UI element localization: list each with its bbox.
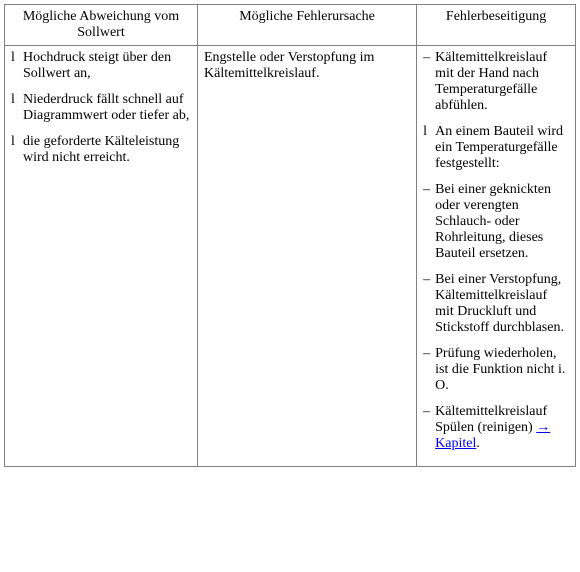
- bullet-dash: –: [423, 346, 435, 362]
- bullet-l: l: [423, 124, 435, 140]
- header-col1: Mögliche Abweichung vom Sollwert: [5, 5, 198, 46]
- deviation-item: l Niederdruck fällt schnell auf Diagramm…: [11, 92, 191, 124]
- link-suffix: .: [476, 436, 480, 451]
- cell-cause: Engstelle oder Verstopfung im Kältemitte…: [198, 46, 417, 467]
- remedy-item: l An einem Bauteil wird ein Temperaturge…: [423, 124, 569, 172]
- cause-text: Engstelle oder Verstopfung im Kältemitte…: [204, 50, 374, 81]
- bullet-dash: –: [423, 272, 435, 288]
- deviation-text: die geforderte Kälteleistung wird nicht …: [23, 134, 191, 166]
- remedy-item: – Prüfung wiederholen, ist die Funktion …: [423, 346, 569, 394]
- deviation-text: Hochdruck steigt über den Sollwert an,: [23, 50, 191, 82]
- remedy-item: – Bei einer geknickten oder verengten Sc…: [423, 182, 569, 262]
- bullet-dash: –: [423, 404, 435, 420]
- remedy-item: – Kältemittelkreislauf Spülen (reinigen)…: [423, 404, 569, 452]
- bullet-l: l: [11, 92, 23, 108]
- remedy-item: – Kältemittelkreislauf mit der Hand nach…: [423, 50, 569, 114]
- remedy-text: Kältemittelkreislauf mit der Hand nach T…: [435, 50, 569, 114]
- header-col3: Fehlerbeseitigung: [417, 5, 576, 46]
- cell-deviation: l Hochdruck steigt über den Sollwert an,…: [5, 46, 198, 467]
- deviation-item: l Hochdruck steigt über den Sollwert an,: [11, 50, 191, 82]
- data-row: l Hochdruck steigt über den Sollwert an,…: [5, 46, 576, 467]
- header-row: Mögliche Abweichung vom Sollwert Möglich…: [5, 5, 576, 46]
- remedy-text: Bei einer geknickten oder verengten Schl…: [435, 182, 569, 262]
- bullet-dash: –: [423, 182, 435, 198]
- remedy-text: An einem Bauteil wird ein Temperaturgefä…: [435, 124, 569, 172]
- remedy-text: Bei einer Verstopfung, Kältemittelkreisl…: [435, 272, 569, 336]
- remedy-text: Kältemittelkreislauf Spülen (reinigen): [435, 404, 547, 435]
- bullet-l: l: [11, 134, 23, 150]
- deviation-text: Niederdruck fällt schnell auf Diagrammwe…: [23, 92, 191, 124]
- deviation-item: l die geforderte Kälteleistung wird nich…: [11, 134, 191, 166]
- remedy-text: Prüfung wiederholen, ist die Funktion ni…: [435, 346, 569, 394]
- cell-remedy: – Kältemittelkreislauf mit der Hand nach…: [417, 46, 576, 467]
- bullet-l: l: [11, 50, 23, 66]
- remedy-text-with-link: Kältemittelkreislauf Spülen (reinigen) →…: [435, 404, 569, 452]
- header-col2: Mögliche Fehlerursache: [198, 5, 417, 46]
- bullet-dash: –: [423, 50, 435, 66]
- remedy-item: – Bei einer Verstopfung, Kältemittelkrei…: [423, 272, 569, 336]
- troubleshooting-table: Mögliche Abweichung vom Sollwert Möglich…: [4, 4, 576, 467]
